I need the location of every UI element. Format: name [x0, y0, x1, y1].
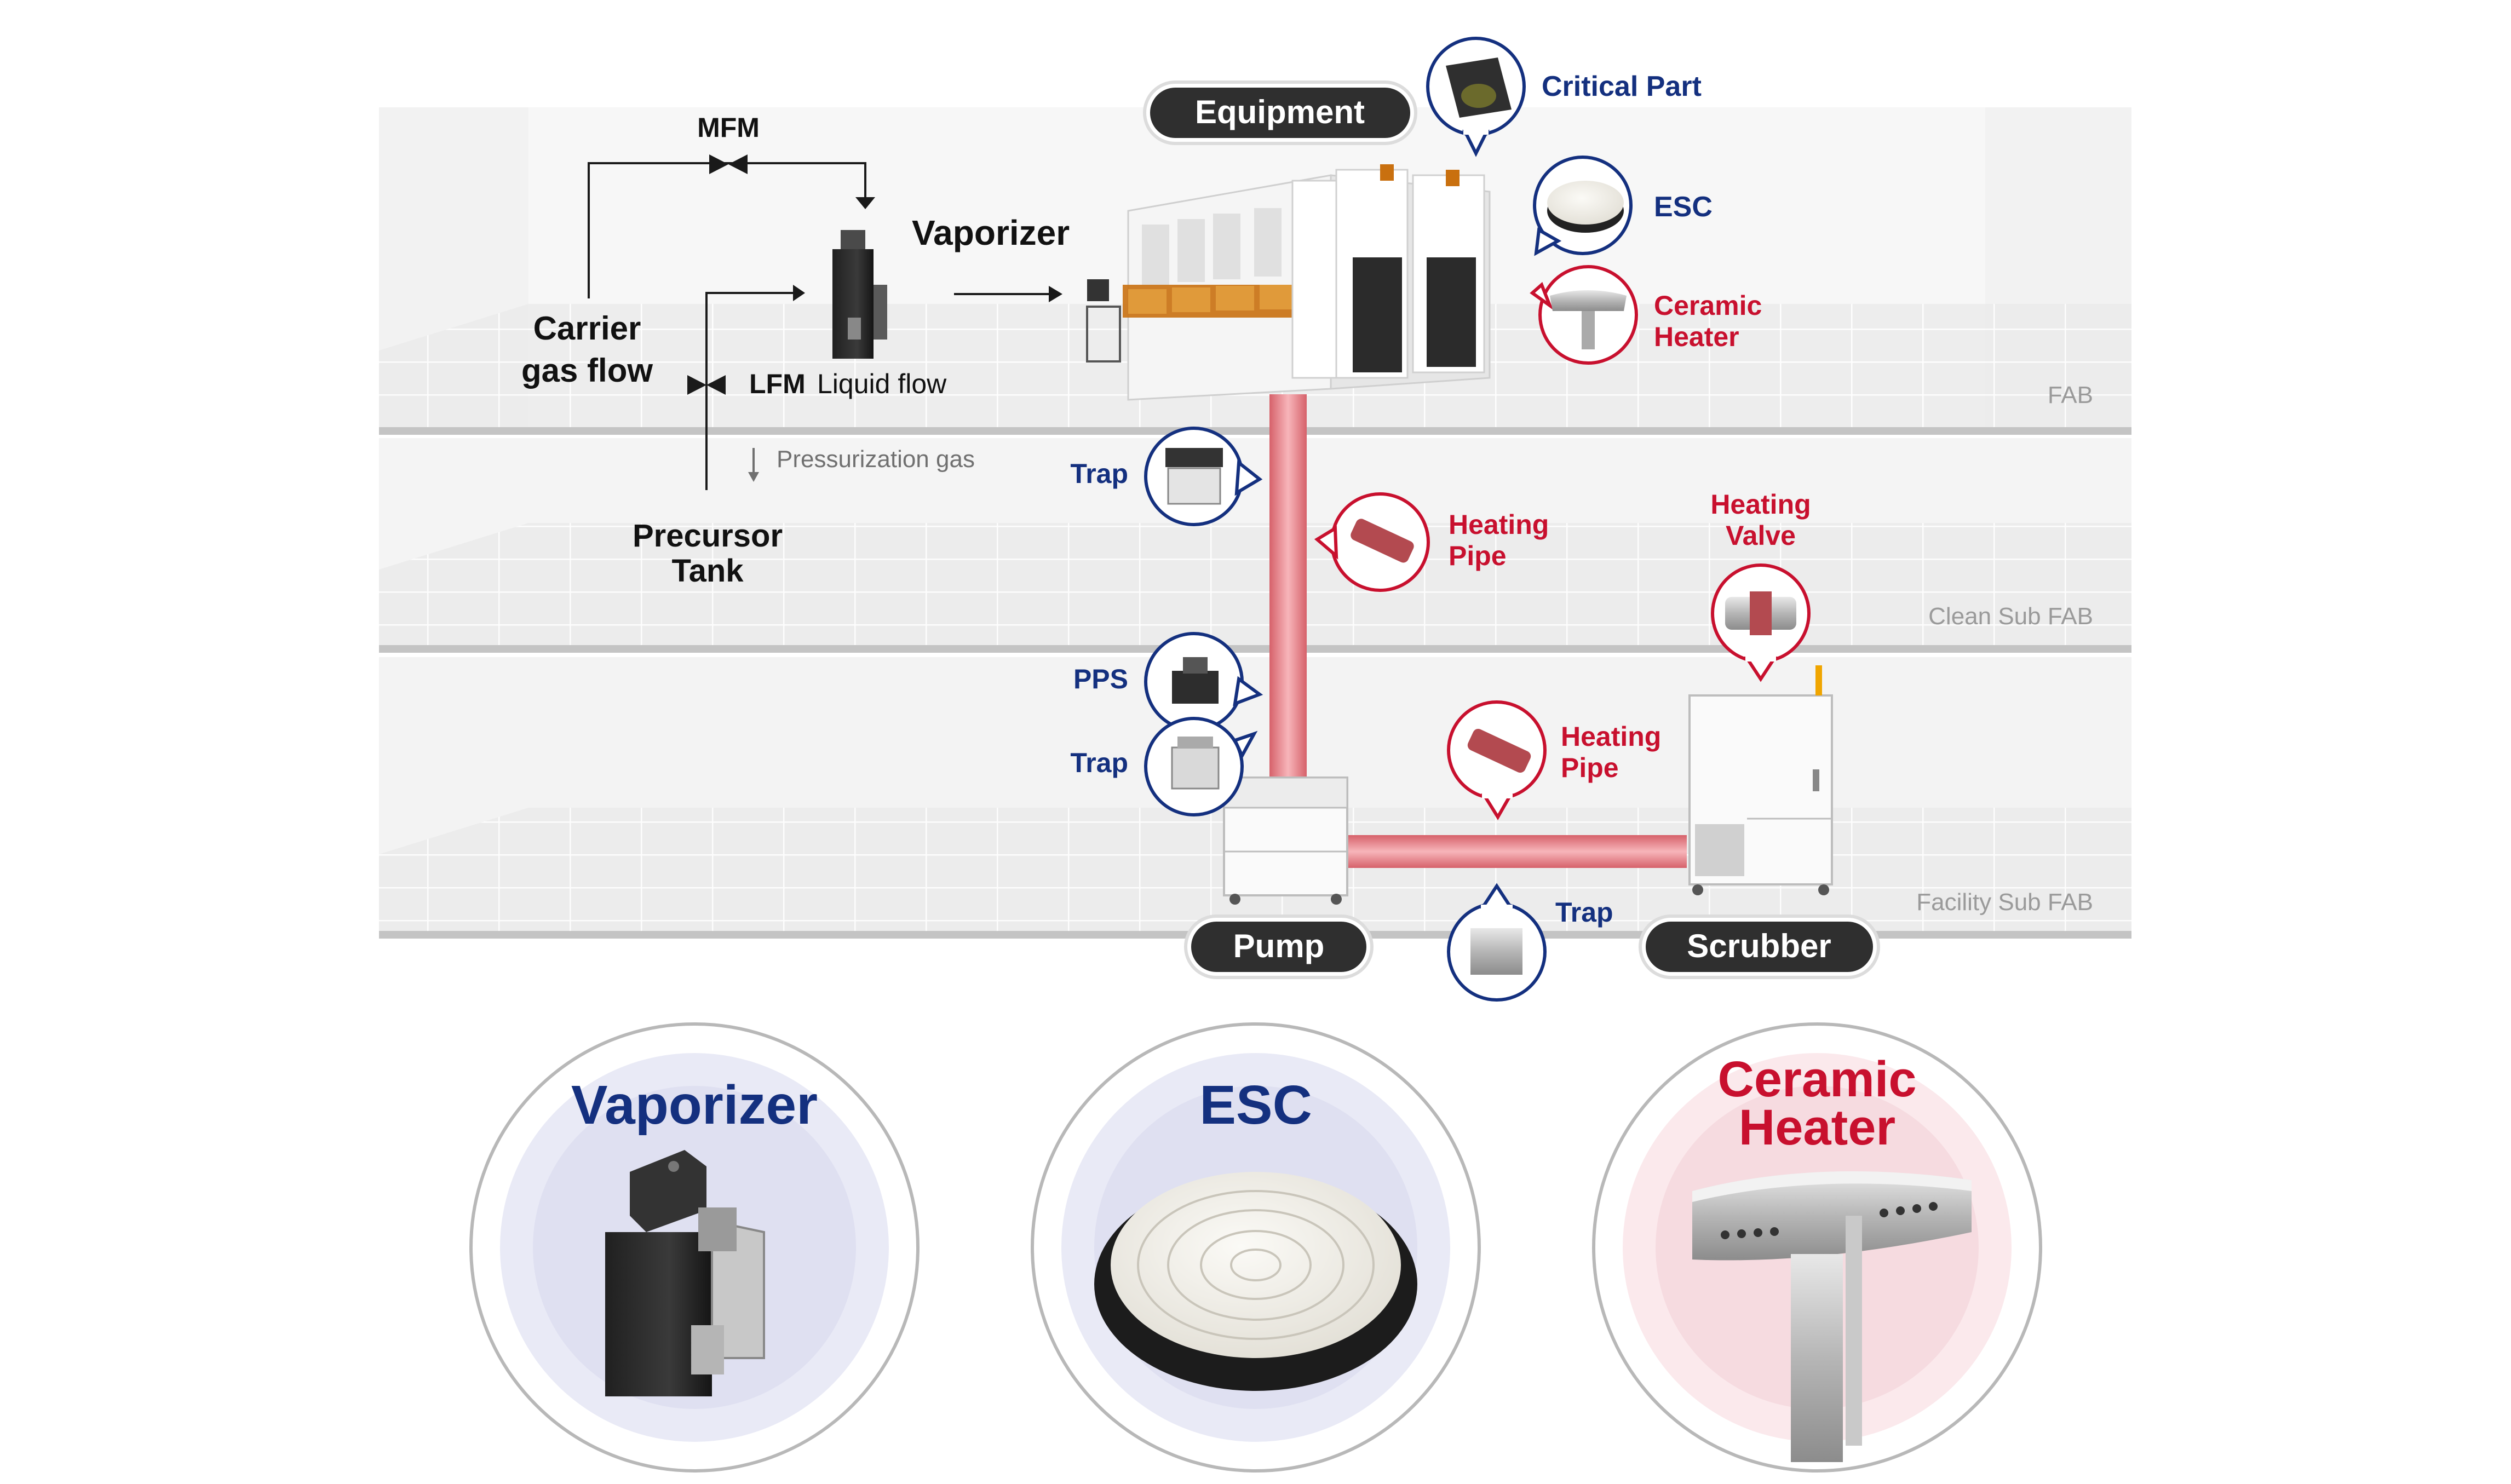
pps-callout: [1144, 632, 1263, 732]
pps-icon: [1172, 671, 1219, 704]
building-levels: FAB Clean Sub FAB Facility Sub FAB: [379, 107, 2131, 939]
critical-part-callout: [1426, 37, 1526, 157]
esc-product-card: [1031, 1022, 1481, 1473]
ceramic-heater-callout-label-line2: Heater: [1654, 321, 1739, 352]
ceramic-heater-product-icon: [1692, 1171, 1972, 1462]
mfm-label: MFM: [697, 112, 760, 143]
esc-callout-label: ESC: [1654, 191, 1713, 223]
ceramic-heater-product-card: [1592, 1022, 2042, 1473]
liquid-arrow-head: [793, 285, 805, 301]
level-label-facility-sub-fab: Facility Sub FAB: [1916, 889, 2093, 916]
liquid-flow-label: Liquid flow: [817, 369, 947, 399]
clean-sub-fab-slab: [379, 645, 2131, 653]
pump-illustration: [1223, 776, 1348, 905]
heating-valve-label-line2: Valve: [1726, 520, 1796, 551]
vaporizer-product-icon: [605, 1150, 765, 1396]
lfm-valve-icon: [687, 375, 726, 395]
level-label-clean-sub-fab: Clean Sub FAB: [1928, 603, 2093, 630]
esc-callout: [1533, 156, 1633, 256]
scrubber-badge: Scrubber: [1639, 914, 1880, 979]
scrubber-illustration: [1688, 665, 1833, 895]
trap-bottom-callout: [1447, 883, 1547, 1002]
equipment-badge: Equipment: [1143, 80, 1417, 145]
precursor-tank-label-line2: Tank: [671, 553, 744, 589]
ceramic-heater-callout: [1530, 265, 1638, 365]
liquid-flow-line: [705, 292, 794, 490]
heating-valve-label-line1: Heating: [1710, 489, 1811, 520]
trap-mid-label: Trap: [1070, 747, 1128, 778]
carrier-gas-label-line2: gas flow: [521, 352, 653, 389]
carrier-gas-label-line1: Carrier: [533, 310, 641, 347]
trap-upper-label: Trap: [1070, 458, 1128, 489]
pps-label: PPS: [1073, 664, 1128, 694]
heating-pipe-upper-icon: [1351, 519, 1414, 563]
ceramic-heater-icon: [1550, 290, 1627, 311]
carrier-arrow-head: [855, 197, 875, 209]
ceramic-heater-product-title-line1: Ceramic: [1717, 1051, 1916, 1107]
heating-pipe-lower-icon: [1467, 728, 1531, 773]
mfm-valve-icon: [709, 154, 748, 174]
vapor-arrow-head: [1049, 286, 1062, 302]
critical-part-label: Critical Part: [1542, 71, 1702, 102]
ceramic-heater-product-title-line2: Heater: [1739, 1100, 1895, 1155]
carrier-gas-line: [588, 162, 866, 298]
heating-pipe-upper-label-line2: Pipe: [1449, 540, 1507, 571]
pressurization-gas-label: Pressurization gas: [777, 446, 975, 473]
vaporizer-small-illustration: [832, 230, 887, 359]
process-flow: [588, 162, 1062, 490]
trap-mid-callout: [1144, 717, 1258, 816]
vertical-heated-pipe: [1269, 394, 1307, 778]
scrubber-badge-label: Scrubber: [1687, 928, 1831, 964]
equipment-badge-label: Equipment: [1195, 94, 1365, 130]
heating-pipe-lower-label-line1: Heating: [1561, 721, 1661, 752]
precursor-tank-label-line1: Precursor: [633, 518, 783, 554]
fab-slab: [379, 427, 2131, 435]
vaporizer-product-title: Vaporizer: [571, 1074, 818, 1136]
vaporizer-label: Vaporizer: [912, 213, 1070, 252]
heating-valve-callout: [1711, 563, 1811, 682]
pump-badge: Pump: [1184, 914, 1374, 979]
pump-badge-label: Pump: [1233, 928, 1325, 964]
horizontal-heated-pipe: [1336, 835, 1687, 868]
equipment-illustration: [1086, 164, 1491, 401]
trap-upper-icon: [1165, 448, 1223, 467]
heating-pipe-lower-label-line2: Pipe: [1561, 752, 1619, 783]
heating-pipe-upper-callout: [1314, 492, 1430, 592]
heating-pipe-lower-callout: [1447, 700, 1547, 820]
trap-bottom-label: Trap: [1555, 897, 1613, 928]
exhaust-pipes: [1269, 394, 1687, 868]
trap-upper-callout: [1144, 427, 1263, 526]
pressurization-arrow-head: [748, 472, 759, 482]
trap-bottom-icon: [1470, 928, 1522, 975]
ceramic-heater-callout-label-line1: Ceramic: [1654, 290, 1762, 321]
heating-pipe-upper-label-line1: Heating: [1449, 509, 1549, 540]
esc-product-icon: [1094, 1172, 1417, 1391]
trap-mid-icon: [1171, 746, 1220, 790]
esc-product-title: ESC: [1199, 1074, 1312, 1136]
vaporizer-product-card: [469, 1022, 920, 1473]
level-label-fab: FAB: [2048, 382, 2093, 409]
lfm-label: LFM: [749, 369, 806, 399]
